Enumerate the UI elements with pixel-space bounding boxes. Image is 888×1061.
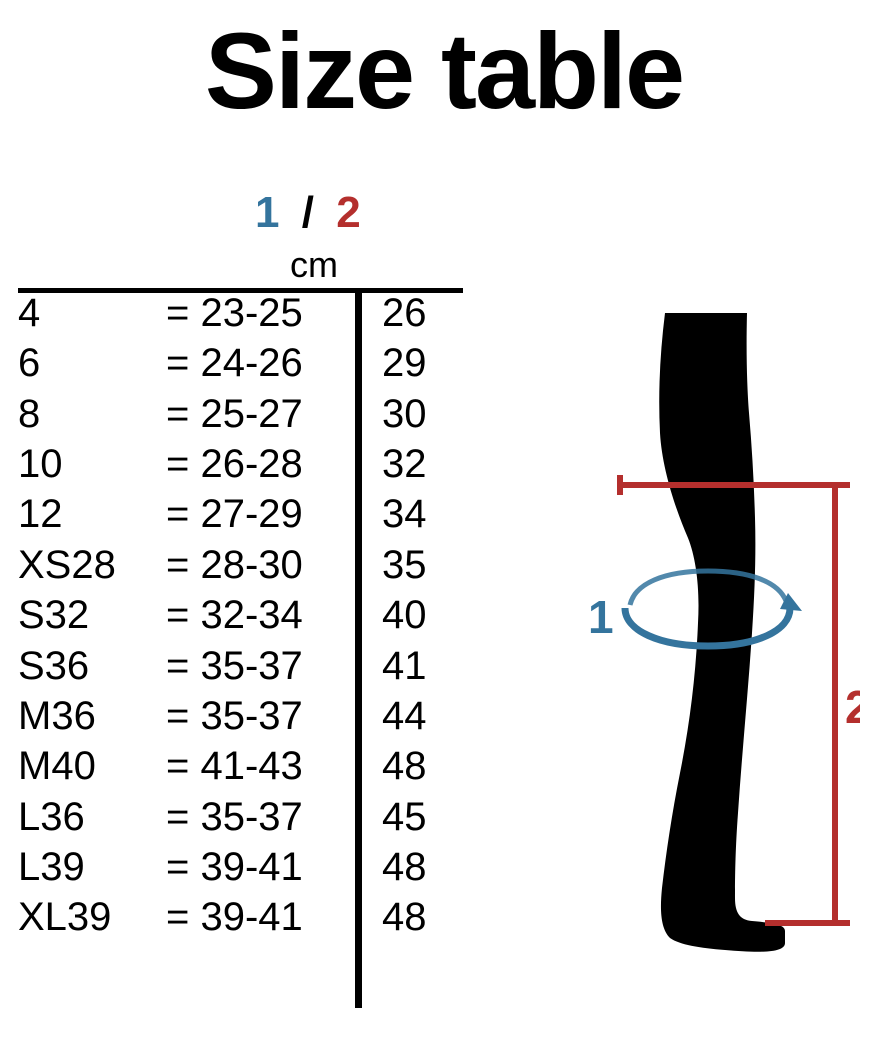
table-row: L39= 39-4148 [18,842,454,892]
table-row: 8= 25-2730 [18,389,454,439]
size-cell: S32 [18,590,166,640]
val2-cell: 32 [354,439,454,489]
range-cell: = 25-27 [166,389,354,439]
range-cell: = 24-26 [166,338,354,388]
table-row: S32= 32-3440 [18,590,454,640]
range-cell: = 23-25 [166,288,354,338]
range-cell: = 32-34 [166,590,354,640]
range-cell: = 35-37 [166,691,354,741]
val2-cell: 41 [354,641,454,691]
val2-cell: 26 [354,288,454,338]
val2-cell: 44 [354,691,454,741]
range-cell: = 27-29 [166,490,354,540]
range-cell: = 28-30 [166,540,354,590]
table-row: S36= 35-3741 [18,641,454,691]
header-slash: / [302,188,314,237]
diagram-label-1: 1 [588,591,614,643]
val2-cell: 48 [354,742,454,792]
val2-cell: 34 [354,490,454,540]
table-row: 10= 26-2832 [18,439,454,489]
val2-cell: 35 [354,540,454,590]
val2-cell: 30 [354,389,454,439]
table-row: M36= 35-3744 [18,691,454,741]
range-cell: = 26-28 [166,439,354,489]
size-cell: M40 [18,742,166,792]
table-row: 4= 23-2526 [18,288,454,338]
table-row: XL39= 39-4148 [18,893,454,943]
size-cell: 4 [18,288,166,338]
table-row: XS28= 28-3035 [18,540,454,590]
range-cell: = 39-41 [166,842,354,892]
size-cell: L39 [18,842,166,892]
table-row: M40= 41-4348 [18,742,454,792]
size-cell: 12 [18,490,166,540]
table-row: 12= 27-2934 [18,490,454,540]
range-cell: = 41-43 [166,742,354,792]
val2-cell: 29 [354,338,454,388]
range-cell: = 35-37 [166,641,354,691]
val2-cell: 40 [354,590,454,640]
size-table: 4= 23-25266= 24-26298= 25-273010= 26-283… [18,288,454,943]
range-cell: = 35-37 [166,792,354,842]
diagram-label-2: 2 [845,681,860,733]
size-cell: S36 [18,641,166,691]
size-cell: XL39 [18,893,166,943]
size-cell: 6 [18,338,166,388]
header-label-2: 2 [336,188,360,237]
size-cell: L36 [18,792,166,842]
val2-cell: 48 [354,842,454,892]
size-cell: M36 [18,691,166,741]
header-label-1: 1 [255,188,279,237]
val2-cell: 48 [354,893,454,943]
column-header-12: 1 / 2 [255,188,361,238]
leg-measurement-diagram: 1 2 [530,313,860,1033]
range-cell: = 39-41 [166,893,354,943]
size-cell: 10 [18,439,166,489]
size-cell: 8 [18,389,166,439]
val2-cell: 45 [354,792,454,842]
size-cell: XS28 [18,540,166,590]
page-title: Size table [0,8,888,133]
table-row: 6= 24-2629 [18,338,454,388]
table-row: L36= 35-3745 [18,792,454,842]
unit-label: cm [290,244,338,286]
